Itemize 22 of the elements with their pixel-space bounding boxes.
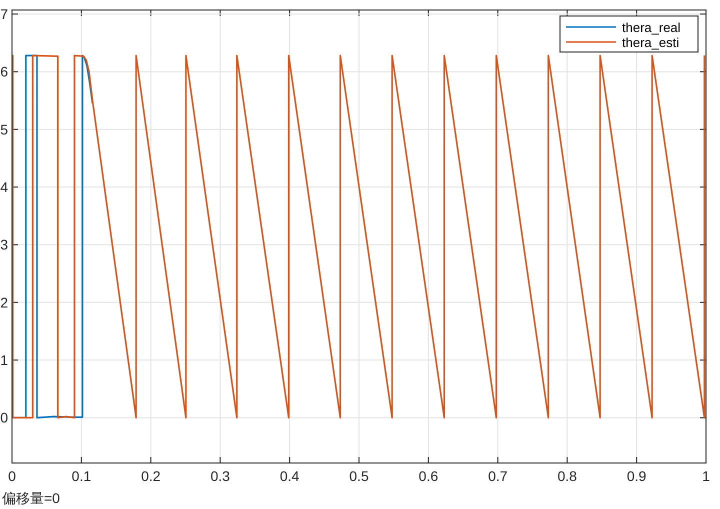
y-tick-label: 6 (0, 64, 8, 80)
legend-label: thera_esti (622, 35, 680, 50)
x-tick-label: 0.3 (210, 468, 230, 484)
y-tick-label: 5 (0, 121, 8, 138)
y-tick-label: 1 (0, 352, 8, 368)
x-tick-label: 0.4 (280, 468, 300, 484)
y-tick-label: 2 (0, 294, 8, 310)
y-tick-label: 0 (0, 410, 8, 426)
line-series (11, 54, 706, 419)
text: 偏移量=0 (2, 490, 60, 506)
x-tick-label: 1 (702, 468, 710, 484)
x-tick-label: 0.7 (488, 468, 508, 484)
x-tick-label: 0.5 (349, 468, 369, 484)
x-tick-label: 0.6 (418, 468, 438, 484)
x-tick-label: 0.1 (72, 468, 92, 484)
x-tick-label: 0.2 (141, 468, 161, 484)
y-tick-label: 7 (0, 6, 8, 22)
x-tick-label: 0.9 (626, 468, 647, 484)
x-tick-label: 0.8 (557, 468, 578, 484)
legend-label: thera_real (622, 20, 681, 35)
y-tick-label: 3 (0, 236, 8, 253)
y-tick-label: 4 (0, 179, 8, 196)
